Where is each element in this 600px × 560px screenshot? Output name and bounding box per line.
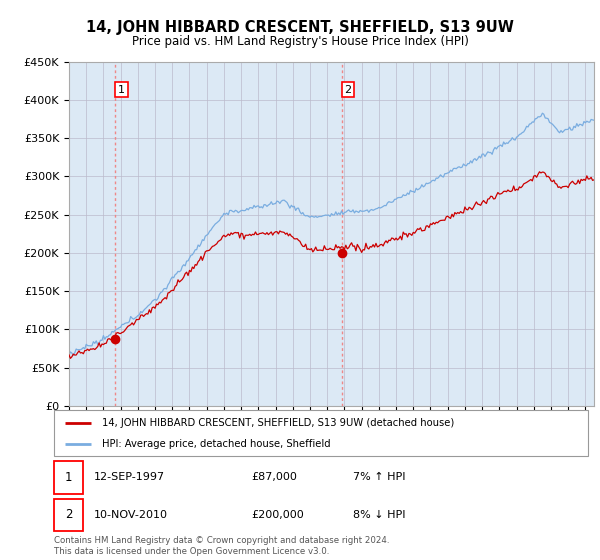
Text: £87,000: £87,000 (251, 473, 298, 482)
Text: 10-NOV-2010: 10-NOV-2010 (94, 510, 168, 520)
Text: 7% ↑ HPI: 7% ↑ HPI (353, 473, 406, 482)
Text: 14, JOHN HIBBARD CRESCENT, SHEFFIELD, S13 9UW: 14, JOHN HIBBARD CRESCENT, SHEFFIELD, S1… (86, 20, 514, 35)
Text: 14, JOHN HIBBARD CRESCENT, SHEFFIELD, S13 9UW (detached house): 14, JOHN HIBBARD CRESCENT, SHEFFIELD, S1… (102, 418, 454, 428)
Text: Price paid vs. HM Land Registry's House Price Index (HPI): Price paid vs. HM Land Registry's House … (131, 35, 469, 48)
Text: 12-SEP-1997: 12-SEP-1997 (94, 473, 165, 482)
Text: 2: 2 (65, 508, 73, 521)
Text: 1: 1 (65, 471, 73, 484)
Text: HPI: Average price, detached house, Sheffield: HPI: Average price, detached house, Shef… (102, 439, 331, 449)
Text: 1: 1 (118, 85, 125, 95)
Text: 2: 2 (344, 85, 352, 95)
Bar (54, 461, 83, 494)
Text: Contains HM Land Registry data © Crown copyright and database right 2024.
This d: Contains HM Land Registry data © Crown c… (54, 536, 389, 556)
Bar (54, 498, 83, 531)
Text: 8% ↓ HPI: 8% ↓ HPI (353, 510, 406, 520)
Text: £200,000: £200,000 (251, 510, 304, 520)
